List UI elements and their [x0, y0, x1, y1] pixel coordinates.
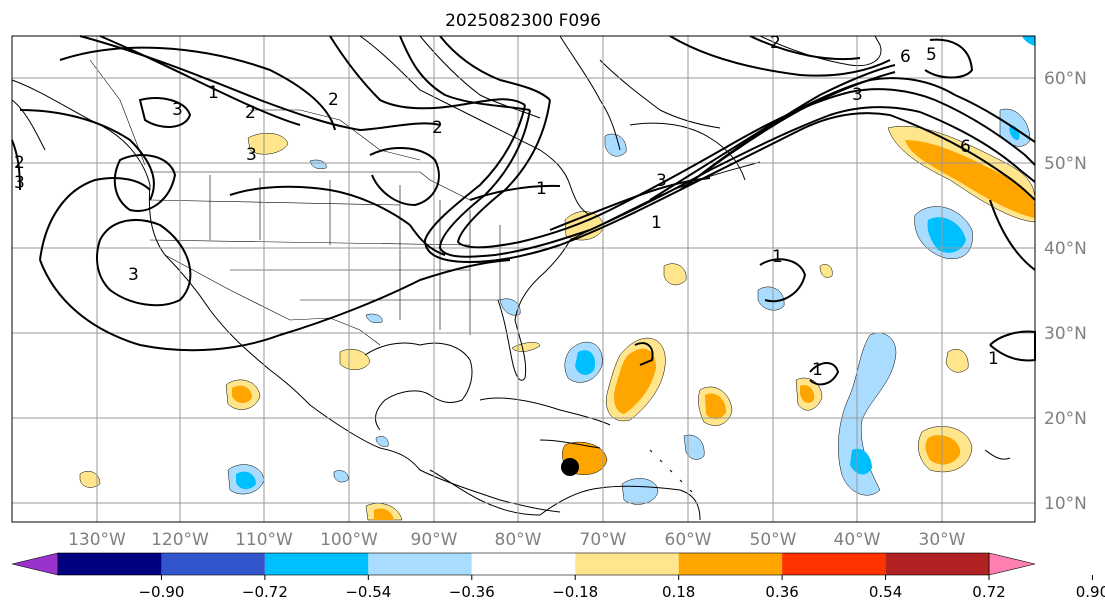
- colorbar-bin: [161, 553, 265, 575]
- map-title: 2025082300 F096: [445, 11, 601, 31]
- colorbar-tick-label: 0.90: [1076, 583, 1105, 601]
- contour-label: 6: [900, 47, 911, 67]
- colorbar-extend-min: [11, 552, 59, 576]
- colorbar-tick-label: 0.18: [662, 583, 695, 601]
- colorbar-border: [57, 552, 990, 576]
- colorbar-tick-label: −0.72: [242, 583, 288, 601]
- colorbar-bin: [575, 553, 679, 575]
- shaded-anomaly-field: [79, 36, 1036, 521]
- colorbar-tick-label: −0.18: [552, 583, 598, 601]
- latitude-tick: 10°N: [1044, 494, 1087, 514]
- longitude-tick: 70°W: [580, 530, 627, 550]
- contour-label: 2: [245, 103, 256, 123]
- colorbar-tick-label: 0.36: [765, 583, 798, 601]
- contour-label: 3: [246, 145, 257, 165]
- contour-lines: [11, 35, 1036, 386]
- contour-label: 1: [812, 360, 823, 380]
- colorbar-bin: [471, 553, 576, 575]
- latitude-tick: 40°N: [1044, 239, 1087, 259]
- contour-label: 5: [926, 45, 937, 65]
- longitude-tick: 90°W: [411, 530, 458, 550]
- contour-label: 1: [208, 83, 219, 103]
- contour-label: 2: [14, 153, 25, 173]
- longitude-tick: 130°W: [68, 530, 126, 550]
- map-panel: 1 2 3 1 2 3 3 3 2 2 3 2 6 5 3 6 1 1 1 1: [11, 33, 1036, 523]
- longitude-tick: 40°W: [834, 530, 881, 550]
- contour-label: 3: [656, 171, 667, 191]
- longitude-axis: 130°W 120°W 110°W 100°W 90°W 80°W 70°W 6…: [68, 530, 966, 550]
- storm-position-marker: [561, 458, 579, 476]
- colorbar-bin: [58, 553, 162, 575]
- colorbar-tick-label: 0.54: [869, 583, 902, 601]
- colorbar-bin: [885, 553, 989, 575]
- contour-label: 1: [536, 179, 547, 199]
- colorbar-tick-label: −0.90: [138, 583, 184, 601]
- contour-label: 3: [14, 173, 25, 193]
- latitude-tick: 20°N: [1044, 409, 1087, 429]
- colorbar-bin: [782, 553, 886, 575]
- longitude-tick: 120°W: [151, 530, 209, 550]
- contour-label: 2: [770, 33, 781, 53]
- graticule: [12, 36, 1035, 522]
- contour-label: 3: [172, 100, 183, 120]
- contour-label: 2: [432, 118, 443, 138]
- latitude-tick: 60°N: [1044, 69, 1087, 89]
- longitude-tick: 50°W: [750, 530, 797, 550]
- colorbar-tick-label: −0.36: [449, 583, 495, 601]
- longitude-tick: 100°W: [320, 530, 378, 550]
- colorbar-bin: [368, 553, 472, 575]
- colorbar: −0.90 −0.72 −0.54 −0.36 −0.18 0.18 0.36 0.54 0.7…: [11, 552, 1105, 601]
- colorbar-extend-max: [988, 552, 1036, 576]
- contour-label: 6: [960, 137, 971, 157]
- latitude-tick: 50°N: [1044, 154, 1087, 174]
- colorbar-bin: [678, 553, 783, 575]
- longitude-tick: 30°W: [919, 530, 966, 550]
- contour-label-group: 1 2 3 1 2 3 3 3 2 2 3 2 6 5 3 6 1 1 1 1: [14, 33, 999, 380]
- contour-label: 2: [328, 90, 339, 110]
- longitude-tick: 110°W: [235, 530, 293, 550]
- colorbar-tick-label: −0.54: [345, 583, 391, 601]
- colorbar-bin: [264, 553, 369, 575]
- latitude-tick: 30°N: [1044, 324, 1087, 344]
- contour-label: 3: [852, 85, 863, 105]
- map-border: [11, 35, 1036, 523]
- contour-label: 1: [988, 349, 999, 369]
- contour-label: 3: [128, 265, 139, 285]
- longitude-tick: 60°W: [665, 530, 712, 550]
- contour-label: 1: [651, 213, 662, 233]
- contour-label: 1: [772, 247, 783, 267]
- colorbar-tick-label: 0.72: [972, 583, 1005, 601]
- latitude-axis: 60°N 50°N 40°N 30°N 20°N 10°N: [1044, 69, 1087, 514]
- longitude-tick: 80°W: [495, 530, 542, 550]
